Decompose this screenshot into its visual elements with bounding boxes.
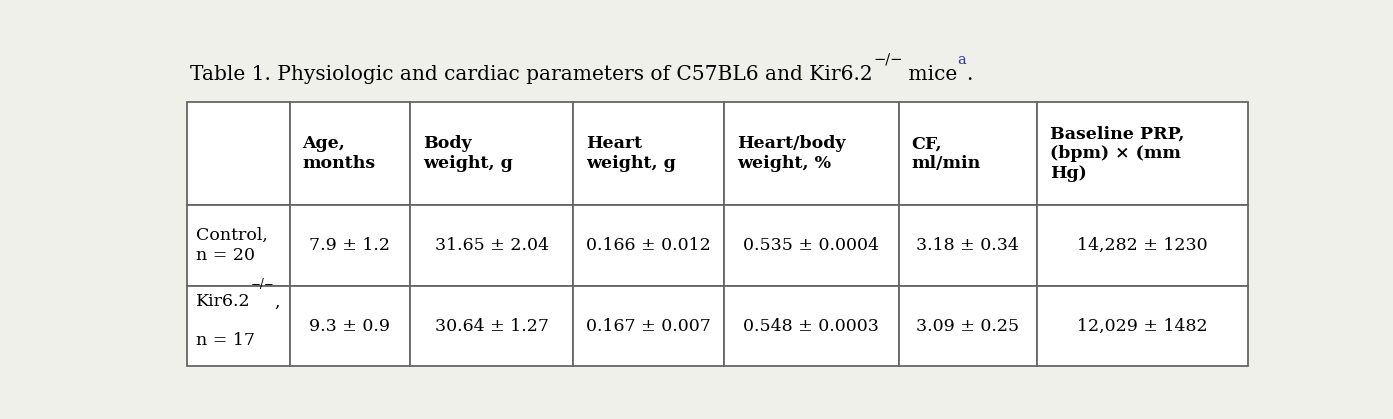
Text: 3.18 ± 0.34: 3.18 ± 0.34 [917, 237, 1020, 254]
Bar [573, 102, 724, 205]
Bar [724, 205, 898, 286]
Text: Control,
n = 20: Control, n = 20 [195, 227, 267, 264]
Text: 3.09 ± 0.25: 3.09 ± 0.25 [917, 318, 1020, 335]
Bar [290, 205, 410, 286]
Text: 0.535 ± 0.0004: 0.535 ± 0.0004 [742, 237, 879, 254]
Text: 9.3 ± 0.9: 9.3 ± 0.9 [309, 318, 390, 335]
Bar [1038, 102, 1248, 205]
Bar [724, 286, 898, 367]
Bar [898, 205, 1038, 286]
Bar [187, 102, 290, 205]
Text: −/−: −/− [873, 52, 903, 67]
Text: ,: , [274, 293, 280, 310]
Bar [410, 205, 573, 286]
Bar [410, 286, 573, 367]
Bar [1038, 286, 1248, 367]
Bar [290, 286, 410, 367]
Bar [187, 205, 290, 286]
Text: .: . [967, 65, 972, 84]
Text: mice: mice [903, 65, 957, 84]
Text: Heart/body
weight, %: Heart/body weight, % [737, 135, 846, 172]
Text: a: a [957, 52, 967, 67]
Text: 0.166 ± 0.012: 0.166 ± 0.012 [586, 237, 710, 254]
Bar [573, 286, 724, 367]
Text: Baseline PRP,
(bpm) × (mm
Hg): Baseline PRP, (bpm) × (mm Hg) [1050, 125, 1184, 181]
Text: n = 17: n = 17 [195, 332, 255, 349]
Text: −/−: −/− [251, 278, 274, 291]
Text: Age,
months: Age, months [302, 135, 376, 172]
Text: 14,282 ± 1230: 14,282 ± 1230 [1077, 237, 1208, 254]
Text: Body
weight, g: Body weight, g [423, 135, 513, 172]
Text: 31.65 ± 2.04: 31.65 ± 2.04 [435, 237, 549, 254]
Text: 0.548 ± 0.0003: 0.548 ± 0.0003 [744, 318, 879, 335]
Text: Kir6.2: Kir6.2 [195, 293, 251, 310]
Bar [724, 102, 898, 205]
Text: 7.9 ± 1.2: 7.9 ± 1.2 [309, 237, 390, 254]
Text: 30.64 ± 1.27: 30.64 ± 1.27 [435, 318, 549, 335]
Bar [410, 102, 573, 205]
Bar [573, 205, 724, 286]
Text: Heart
weight, g: Heart weight, g [586, 135, 676, 172]
Text: 0.167 ± 0.007: 0.167 ± 0.007 [586, 318, 710, 335]
Bar [290, 102, 410, 205]
Bar [187, 286, 290, 367]
Bar [898, 286, 1038, 367]
Bar [898, 102, 1038, 205]
Text: 12,029 ± 1482: 12,029 ± 1482 [1077, 318, 1208, 335]
Text: Table 1. Physiologic and cardiac parameters of C57BL6 and Kir6.2: Table 1. Physiologic and cardiac paramet… [191, 65, 873, 84]
Bar [1038, 205, 1248, 286]
Text: CF,
ml/min: CF, ml/min [911, 135, 981, 172]
